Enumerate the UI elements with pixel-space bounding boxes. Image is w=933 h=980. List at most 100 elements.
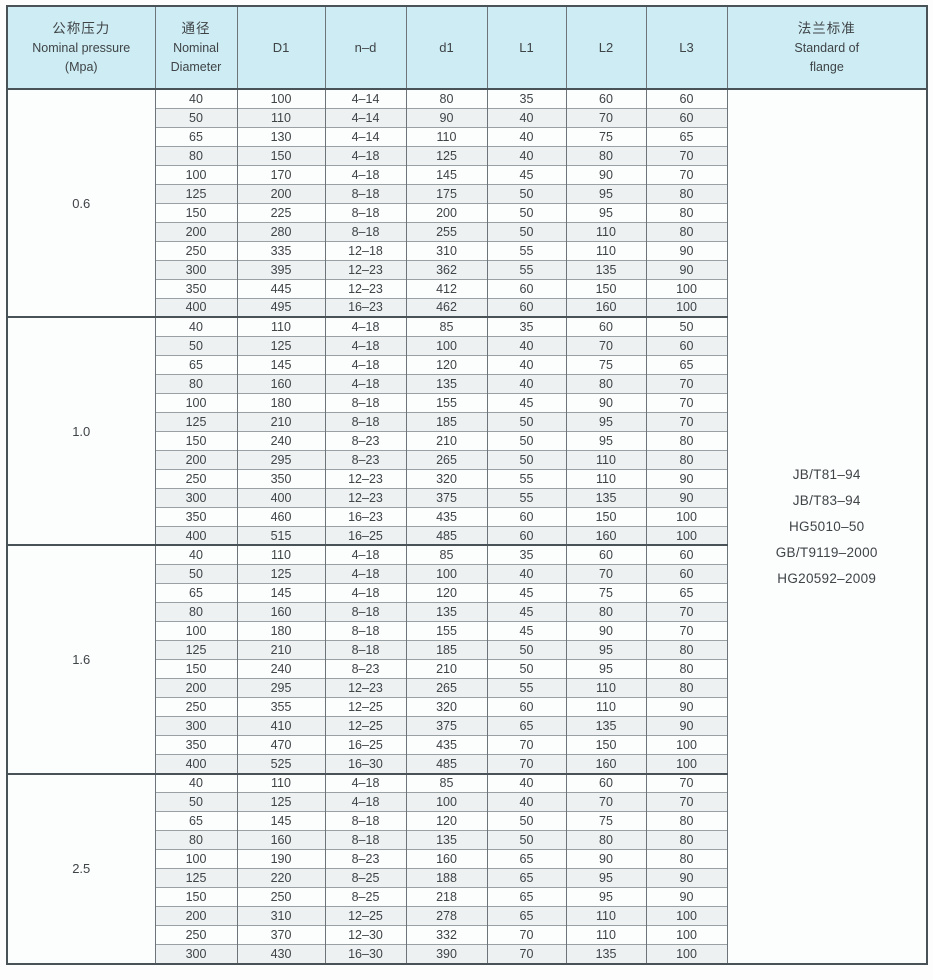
cell-L3: 100: [645, 906, 728, 926]
cell-L2: 150: [565, 735, 647, 755]
cell-diameter: 150: [154, 430, 238, 451]
header-L3: L3: [645, 6, 728, 90]
cell-diameter: 125: [154, 411, 238, 432]
standard-line: JB/T83–94: [792, 492, 861, 508]
cell-n-d: 4–18: [324, 316, 407, 337]
cell-diameter: 50: [154, 335, 238, 356]
cell-n-d: 12–23: [324, 278, 407, 299]
cell-L3: 90: [645, 468, 728, 489]
header-standard-en1: Standard of: [794, 40, 860, 55]
cell-L3: 60: [645, 563, 728, 584]
cell-d1: 185: [405, 639, 488, 660]
cell-diameter: 150: [154, 202, 238, 223]
cell-d1: 412: [405, 278, 488, 299]
cell-D1: 210: [236, 639, 326, 660]
table-row: 200 295 8–23 265 50 110 80: [7, 449, 927, 470]
cell-diameter: 300: [154, 944, 238, 964]
cell-D1: 460: [236, 506, 326, 527]
cell-n-d: 12–23: [324, 468, 407, 489]
cell-n-d: 4–18: [324, 792, 407, 812]
table-row: 250 335 12–18 310 55 110 90: [7, 240, 927, 261]
cell-diameter: 80: [154, 601, 238, 622]
cell-L1: 50: [486, 449, 567, 470]
cell-n-d: 4–18: [324, 164, 407, 185]
cell-L2: 60: [565, 316, 647, 337]
cell-L1: 50: [486, 183, 567, 204]
cell-diameter: 200: [154, 449, 238, 470]
cell-d1: 100: [405, 335, 488, 356]
cell-L2: 135: [565, 944, 647, 964]
table-row: 50 110 4–14 90 40 70 60: [7, 107, 927, 128]
table-row: 125 210 8–18 185 50 95 80: [7, 639, 927, 660]
cell-diameter: 400: [154, 754, 238, 774]
cell-L3: 90: [645, 716, 728, 736]
cell-diameter: 100: [154, 620, 238, 641]
cell-d1: 210: [405, 430, 488, 451]
cell-L3: 70: [645, 601, 728, 622]
table-row: 150 240 8–23 210 50 95 80: [7, 658, 927, 679]
cell-L3: 70: [645, 392, 728, 413]
cell-n-d: 16–30: [324, 944, 407, 964]
cell-L1: 50: [486, 811, 567, 831]
cell-D1: 160: [236, 830, 326, 850]
cell-L3: 90: [645, 887, 728, 907]
cell-L1: 70: [486, 735, 567, 755]
cell-diameter: 250: [154, 468, 238, 489]
cell-diameter: 400: [154, 297, 238, 318]
cell-d1: 265: [405, 449, 488, 470]
cell-d1: 100: [405, 563, 488, 584]
table-row: 65 145 8–18 120 50 75 80: [7, 811, 927, 831]
cell-L2: 70: [565, 792, 647, 812]
cell-L2: 110: [565, 240, 647, 261]
cell-D1: 515: [236, 525, 326, 546]
header-nominal-pressure: 公称压力 Nominal pressure (Mpa): [6, 6, 156, 90]
cell-n-d: 4–14: [324, 107, 407, 128]
cell-diameter: 400: [154, 525, 238, 546]
table-row: 300 395 12–23 362 55 135 90: [7, 259, 927, 280]
cell-L3: 80: [645, 811, 728, 831]
header-d1-label: d1: [439, 39, 454, 55]
cell-L1: 50: [486, 411, 567, 432]
cell-L1: 40: [486, 373, 567, 394]
cell-L1: 65: [486, 868, 567, 888]
cell-diameter: 80: [154, 830, 238, 850]
cell-d1: 320: [405, 696, 488, 717]
cell-D1: 225: [236, 202, 326, 223]
cell-L3: 100: [645, 944, 728, 964]
cell-D1: 200: [236, 183, 326, 204]
cell-D1: 110: [236, 772, 326, 793]
header-n-d-label: n–d: [354, 39, 377, 55]
cell-d1: 135: [405, 830, 488, 850]
cell-L3: 70: [645, 772, 728, 793]
header-diameter-en2: Diameter: [170, 59, 222, 74]
cell-L1: 40: [486, 145, 567, 166]
cell-diameter: 100: [154, 849, 238, 869]
cell-L2: 80: [565, 830, 647, 850]
cell-D1: 250: [236, 887, 326, 907]
cell-L2: 60: [565, 88, 647, 109]
cell-n-d: 8–18: [324, 639, 407, 660]
cell-diameter: 200: [154, 221, 238, 242]
cell-L1: 55: [486, 468, 567, 489]
table-row: 125 200 8–18 175 50 95 80: [7, 183, 927, 204]
cell-n-d: 12–18: [324, 240, 407, 261]
cell-L1: 50: [486, 202, 567, 223]
cell-diameter: 40: [154, 772, 238, 793]
table-row: 0.6 40 100 4–14 80 35 60 60 JB/T81–94 JB/T83–94 HG…: [6, 88, 928, 964]
table-row: 250 370 12–30 332 70 110 100: [7, 925, 927, 945]
cell-diameter: 40: [154, 88, 238, 109]
header-diameter-zh: 通径: [181, 20, 211, 36]
header-standard-zh: 法兰标准: [797, 20, 856, 36]
cell-L1: 45: [486, 620, 567, 641]
header-L1-label: L1: [519, 39, 534, 55]
cell-L3: 90: [645, 240, 728, 261]
cell-L2: 95: [565, 868, 647, 888]
cell-d1: 390: [405, 944, 488, 964]
cell-L3: 80: [645, 849, 728, 869]
cell-d1: 218: [405, 887, 488, 907]
header-d1: d1: [405, 6, 488, 90]
table-row: 80 150 4–18 125 40 80 70: [7, 145, 927, 166]
cell-d1: 255: [405, 221, 488, 242]
table-row: 125 220 8–25 188 65 95 90: [7, 868, 927, 888]
cell-n-d: 8–23: [324, 430, 407, 451]
